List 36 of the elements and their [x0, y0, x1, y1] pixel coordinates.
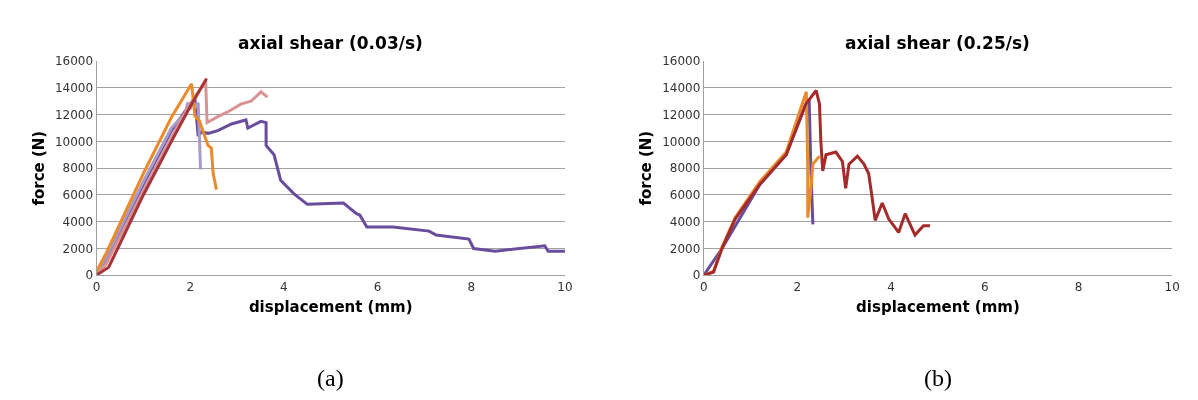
x-tick-label: 8: [1074, 279, 1083, 294]
y-tick-label: 0: [692, 268, 701, 283]
y-tick-label: 4000: [62, 214, 94, 229]
y-tick-label: 2000: [669, 241, 701, 256]
x-tick-label: 2: [186, 279, 195, 294]
y-tick-label: 10000: [662, 134, 701, 149]
chart-title: axial shear (0.25/s): [845, 33, 1030, 53]
y-axis-title: force (N): [30, 130, 49, 206]
y-tick-label: 12000: [662, 107, 701, 122]
y-axis-title: force (N): [637, 130, 656, 206]
x-tick-label: 4: [280, 279, 288, 294]
y-tick-label: 4000: [669, 214, 701, 229]
x-tick-label: 6: [981, 279, 989, 294]
y-tick-label: 16000: [54, 54, 94, 69]
y-tick-label: 0: [85, 268, 94, 283]
y-tick-label: 8000: [669, 161, 701, 176]
y-tick-label: 10000: [54, 134, 94, 149]
x-tick-label: 8: [467, 279, 476, 294]
x-tick-label: 6: [373, 279, 382, 294]
y-tick-label: 12000: [54, 107, 94, 122]
y-tick-label: 6000: [669, 188, 701, 203]
x-axis-title: displacement (mm): [856, 297, 1020, 316]
text: (a): [317, 365, 344, 391]
y-tick-label: 14000: [54, 81, 94, 96]
chart-title: axial shear (0.03/s): [238, 33, 423, 53]
y-tick-label: 8000: [62, 161, 94, 176]
y-tick-label: 2000: [62, 241, 94, 256]
x-tick-label: 2: [793, 279, 802, 294]
y-tick-label: 16000: [662, 54, 701, 69]
y-tick-label: 6000: [62, 188, 94, 203]
x-tick-label: 10: [1164, 279, 1180, 294]
text: (b): [924, 365, 952, 391]
x-tick-label: 10: [557, 279, 573, 294]
y-tick-label: 14000: [662, 81, 701, 96]
x-axis-title: displacement (mm): [248, 297, 413, 316]
x-tick-label: 4: [887, 279, 895, 294]
